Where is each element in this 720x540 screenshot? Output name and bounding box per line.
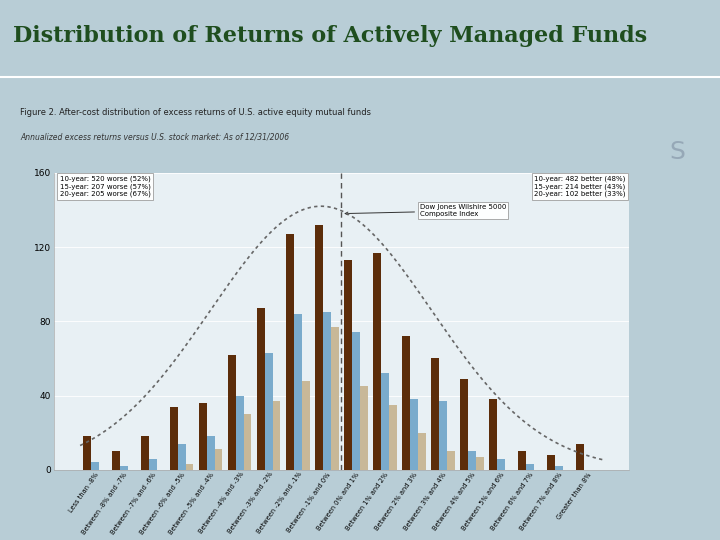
Bar (178, 444, 186, 470)
Text: Figure 2. After-cost distribution of excess returns of U.S. active equity mutual: Figure 2. After-cost distribution of exc… (20, 108, 372, 117)
Bar (170, 407, 178, 470)
Bar (91, 462, 99, 470)
Bar (228, 355, 235, 470)
Bar (330, 327, 338, 470)
Bar (83, 436, 91, 470)
Bar (373, 253, 381, 470)
Bar (439, 401, 447, 470)
Bar (141, 436, 149, 470)
Bar (418, 433, 426, 470)
Bar (235, 395, 243, 470)
Bar (526, 464, 534, 470)
Bar (120, 466, 127, 470)
Bar (199, 403, 207, 470)
Bar (265, 353, 273, 470)
Bar (431, 359, 439, 470)
Text: 10-year: 482 better (48%)
15-year: 214 better (43%)
20-year: 102 better (33%): 10-year: 482 better (48%) 15-year: 214 b… (534, 176, 626, 197)
Bar (149, 458, 156, 470)
Bar (547, 455, 555, 470)
Bar (315, 225, 323, 470)
Bar (294, 314, 302, 470)
Text: 10-year: 520 worse (52%)
15-year: 207 worse (57%)
20-year: 205 worse (67%): 10-year: 520 worse (52%) 15-year: 207 wo… (60, 176, 150, 197)
Bar (410, 399, 418, 470)
Bar (344, 260, 352, 470)
Bar (381, 373, 389, 470)
Bar (302, 381, 310, 470)
Text: Distribution of Returns of Actively Managed Funds: Distribution of Returns of Actively Mana… (13, 25, 647, 48)
Bar (389, 405, 397, 470)
Bar (286, 234, 294, 470)
Bar (273, 401, 281, 470)
Bar (207, 436, 215, 470)
Bar (497, 458, 505, 470)
Bar (323, 312, 330, 470)
Text: Annualized excess returns versus U.S. stock market: As of 12/31/2006: Annualized excess returns versus U.S. st… (20, 132, 289, 141)
Bar (576, 444, 584, 470)
Bar (352, 333, 360, 470)
Bar (555, 466, 563, 470)
Bar (112, 451, 120, 470)
Bar (447, 451, 454, 470)
Bar (215, 449, 222, 470)
Bar (476, 457, 484, 470)
Text: Dow Jones Wilshire 5000
Composite Index: Dow Jones Wilshire 5000 Composite Index (345, 204, 506, 218)
Bar (360, 386, 367, 470)
Bar (518, 451, 526, 470)
Text: S: S (669, 139, 685, 164)
Bar (402, 336, 410, 470)
Bar (243, 414, 251, 470)
Bar (468, 451, 476, 470)
Bar (489, 399, 497, 470)
Bar (186, 464, 194, 470)
Bar (460, 379, 468, 470)
Bar (257, 308, 265, 470)
